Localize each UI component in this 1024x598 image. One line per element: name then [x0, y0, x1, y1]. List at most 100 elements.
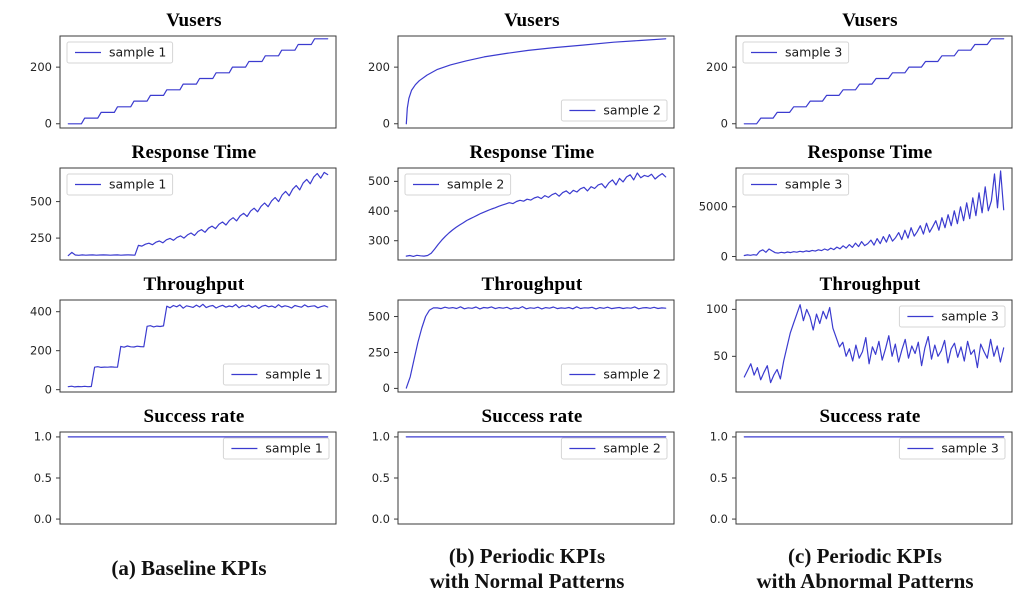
y-tick-label: 200	[30, 343, 52, 357]
chart-vusers-c: Vusers 0 200 sample 3	[688, 10, 1013, 136]
plot-svg: 0.0 0.5 1.0 sample 1	[34, 430, 337, 526]
plot-svg: 300 400 500 sample 2	[368, 167, 675, 261]
y-tick-label: 0.0	[372, 512, 390, 526]
chart-title: Response Time	[469, 142, 595, 163]
y-tick-label: 1.0	[34, 430, 52, 444]
plot-svg: 0 200 sample 2	[368, 35, 675, 131]
legend: sample 3	[742, 41, 850, 64]
y-tick-label: 250	[30, 231, 52, 245]
plot-area	[59, 35, 337, 129]
caption-a: (a) Baseline KPIs	[12, 544, 336, 594]
plot-area	[397, 167, 675, 261]
series-line	[743, 38, 1005, 125]
y-tick-label: 0	[383, 117, 390, 131]
plot-area	[59, 167, 337, 261]
chart-vusers-b: Vusers 0 200 sample 2	[350, 10, 675, 136]
plot-area	[397, 431, 675, 525]
series-line	[67, 38, 329, 125]
y-tick-label: 0	[721, 117, 728, 131]
plot-svg: 0 200 400 sample 1	[30, 299, 337, 396]
series-line	[405, 38, 667, 125]
y-tick-label: 50	[713, 349, 728, 363]
caption-line: (c) Periodic KPIs	[788, 544, 942, 568]
y-tick-label: 0.0	[710, 512, 728, 526]
chart-success-rate-a: Success rate 0.0 0.5 1.0 sample 1	[12, 406, 337, 532]
legend-label: sample 2	[603, 441, 660, 456]
series-line	[405, 305, 667, 389]
caption-line: with Normal Patterns	[429, 568, 625, 593]
y-tick-label: 0.5	[710, 471, 728, 485]
legend-label: sample 1	[109, 45, 166, 60]
chart-response-time-c: Response Time 0 5000 sample 3	[688, 142, 1013, 268]
plot-svg: 0 200 sample 1	[30, 35, 337, 131]
caption-line: with Abnormal Patterns	[756, 568, 974, 593]
legend: sample 3	[898, 305, 1006, 328]
chart-success-rate-b: Success rate 0.0 0.5 1.0 sample 2	[350, 406, 675, 532]
caption-b: (b) Periodic KPIs with Normal Patterns	[350, 544, 674, 594]
y-tick-label: 0	[45, 382, 52, 396]
legend: sample 3	[742, 173, 850, 196]
chart-vusers-a: Vusers 0 200 sample 1	[12, 10, 337, 136]
chart-throughput-b: Throughput 0 250 500 sample 2	[350, 274, 675, 400]
legend: sample 1	[66, 173, 174, 196]
plot-svg: 0 5000 sample 3	[699, 167, 1013, 263]
plot-svg: 0.0 0.5 1.0 sample 3	[710, 430, 1013, 526]
caption-c: (c) Periodic KPIs with Abnormal Patterns	[688, 544, 1012, 594]
plot-area	[59, 431, 337, 525]
legend: sample 3	[898, 437, 1006, 460]
legend-label: sample 1	[109, 177, 166, 192]
series-line	[67, 171, 329, 257]
chart-success-rate-c: Success rate 0.0 0.5 1.0 sample 3	[688, 406, 1013, 532]
chart-title: Success rate	[819, 406, 921, 427]
legend-label: sample 3	[785, 177, 842, 192]
y-tick-label: 500	[30, 194, 52, 208]
chart-throughput-a: Throughput 0 200 400 sample 1	[12, 274, 337, 400]
y-tick-label: 1.0	[372, 430, 390, 444]
plot-area	[735, 299, 1013, 393]
y-tick-label: 250	[368, 345, 390, 359]
legend: sample 2	[560, 437, 668, 460]
chart-title: Response Time	[131, 142, 257, 163]
y-tick-label: 400	[368, 204, 390, 218]
series-line	[743, 304, 1005, 384]
legend-label: sample 2	[603, 103, 660, 118]
legend: sample 2	[404, 173, 512, 196]
y-tick-label: 0	[383, 381, 390, 395]
chart-title: Vusers	[504, 10, 560, 31]
chart-response-time-b: Response Time 300 400 500 sample 2	[350, 142, 675, 268]
series-line	[405, 172, 667, 258]
legend: sample 1	[222, 363, 330, 386]
legend-label: sample 3	[941, 441, 998, 456]
legend-label: sample 2	[447, 177, 504, 192]
y-tick-label: 400	[30, 304, 52, 318]
chart-response-time-a: Response Time 250 500 sample 1	[12, 142, 337, 268]
y-tick-label: 100	[706, 302, 728, 316]
plot-svg: 0 200 sample 3	[706, 35, 1013, 131]
y-tick-label: 0.5	[372, 471, 390, 485]
chart-title: Vusers	[842, 10, 898, 31]
caption-line: (b) Periodic KPIs	[448, 544, 606, 568]
y-tick-label: 200	[30, 60, 52, 74]
captions-row: (a) Baseline KPIs (b) Periodic KPIs with…	[12, 544, 1024, 594]
plot-area	[59, 299, 337, 393]
y-tick-label: 0	[721, 249, 728, 263]
series-line	[67, 303, 329, 388]
legend-label: sample 1	[265, 367, 322, 382]
chart-title: Throughput	[481, 274, 583, 295]
plot-svg: 0 250 500 sample 2	[368, 299, 675, 395]
legend-label: sample 3	[941, 309, 998, 324]
plot-svg: 50 100 sample 3	[706, 299, 1013, 393]
chart-throughput-c: Throughput 50 100 sample 3	[688, 274, 1013, 400]
legend-label: sample 1	[265, 441, 322, 456]
plot-area	[735, 431, 1013, 525]
chart-title: Response Time	[807, 142, 933, 163]
plot-svg: 250 500 sample 1	[30, 167, 337, 261]
charts-grid: Vusers 0 200 sample 1 Vusers 0 200 sample 2 Vuse…	[12, 10, 1024, 532]
plot-area	[735, 35, 1013, 129]
chart-title: Success rate	[143, 406, 245, 427]
legend: sample 1	[222, 437, 330, 460]
chart-title: Throughput	[819, 274, 921, 295]
plot-area	[735, 167, 1013, 261]
plot-area	[397, 35, 675, 129]
